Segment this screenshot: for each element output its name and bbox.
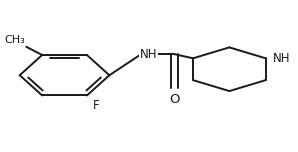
- Text: NH: NH: [140, 48, 157, 61]
- Text: NH: NH: [273, 52, 290, 65]
- Text: F: F: [93, 99, 100, 112]
- Text: O: O: [169, 93, 180, 106]
- Text: CH₃: CH₃: [4, 35, 25, 45]
